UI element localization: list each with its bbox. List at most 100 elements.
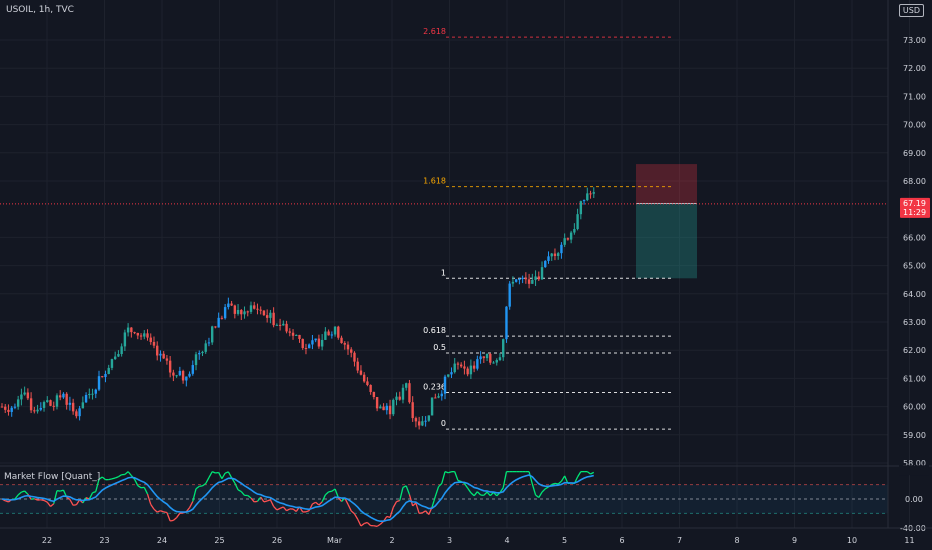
candle-body — [59, 395, 62, 398]
candle-body — [207, 342, 211, 344]
candle-body — [269, 312, 272, 318]
candle-body — [120, 346, 123, 355]
fast-flow-segment — [276, 507, 281, 511]
fast-flow-segment — [101, 476, 106, 481]
price-tick-label: 62.00 — [903, 346, 926, 355]
candle-body — [201, 351, 204, 354]
candle-body — [320, 339, 324, 347]
candle-body — [440, 393, 443, 397]
price-tick-label: 68.00 — [903, 177, 926, 186]
fast-flow-segment — [273, 505, 278, 511]
candle-body — [236, 310, 240, 314]
candle-body — [362, 374, 366, 382]
candle-body — [317, 338, 321, 347]
symbol-timeframe: 1h — [38, 5, 51, 15]
fast-flow-segment — [577, 471, 582, 478]
fast-flow-segment — [237, 489, 242, 493]
fib-level-label: 0.5 — [433, 343, 446, 352]
fast-flow-segment — [544, 486, 549, 490]
price-tick-label: 60.00 — [903, 403, 926, 412]
candle-body — [26, 392, 30, 399]
fast-flow-segment — [234, 482, 239, 491]
candle-body — [198, 353, 201, 355]
candle-body — [356, 361, 359, 371]
candle-body — [527, 279, 531, 284]
time-tick-label: 25 — [214, 536, 224, 545]
fast-flow-segment — [454, 471, 459, 481]
fast-flow-segment — [250, 497, 255, 503]
candle-body — [450, 372, 453, 375]
candle-body — [553, 253, 557, 256]
candle-body — [586, 193, 589, 201]
candle-body — [327, 331, 330, 336]
fibonacci-extension[interactable]: 2.618 1.618 1 0.618 0.5 0.236 0 — [423, 27, 672, 430]
candle-body — [36, 409, 39, 412]
candle-body — [388, 405, 392, 415]
candle-body — [592, 192, 595, 194]
candle-body — [560, 244, 563, 254]
fast-flow-segment — [321, 494, 326, 503]
symbol-header[interactable]: USOIL, 1h, TVC — [6, 5, 74, 15]
currency-label[interactable]: USD — [898, 4, 924, 17]
candle-body — [485, 353, 489, 359]
candle-body — [204, 343, 207, 352]
fast-flow-segment — [163, 511, 168, 514]
fast-flow-segment — [111, 477, 116, 480]
fast-flow-segment — [337, 497, 343, 502]
fast-flow-segment — [441, 471, 446, 484]
candle-body — [582, 200, 586, 202]
candle-body — [143, 333, 146, 337]
fast-flow-segment — [211, 471, 216, 474]
stop-loss-zone — [636, 164, 697, 204]
candle-body — [4, 406, 7, 410]
fast-flow-segment — [324, 491, 330, 496]
price-tick-label: 70.00 — [903, 121, 926, 130]
candle-body — [556, 253, 560, 256]
candle-body — [188, 373, 191, 377]
price-tick-label: 66.00 — [903, 233, 926, 242]
candle-body — [55, 395, 59, 407]
fast-flow-segment — [502, 471, 508, 488]
fast-flow-segment — [66, 496, 71, 500]
candle-body — [308, 344, 311, 349]
fast-flow-segment — [166, 512, 171, 522]
candle-body — [330, 334, 334, 336]
fast-flow-segment — [376, 523, 381, 527]
candle-body — [133, 332, 136, 334]
short-position-tool[interactable] — [636, 164, 697, 279]
fast-flow-segment — [425, 510, 430, 515]
candle-body — [223, 307, 227, 319]
candle-body — [314, 338, 317, 341]
candle-body — [579, 201, 583, 215]
fast-flow-segment — [30, 498, 35, 500]
oscillator-tick-label: 0.00 — [905, 495, 923, 504]
fast-flow-segment — [412, 502, 417, 507]
candle-body — [65, 393, 68, 405]
candle-body — [243, 311, 246, 315]
fast-flow-segment — [156, 510, 161, 513]
fast-flow-segment — [34, 498, 38, 501]
fast-flow-segment — [415, 502, 420, 514]
candle-body — [544, 260, 547, 268]
candle-body — [227, 303, 230, 308]
candle-body — [498, 357, 502, 360]
fast-flow-segment — [438, 482, 443, 488]
candle-body — [246, 311, 249, 313]
fast-flow-segment — [315, 501, 320, 506]
price-tick-label: 71.00 — [903, 92, 926, 101]
last-price-label: 67.19 — [903, 199, 926, 208]
time-tick-label: Mar — [327, 536, 343, 545]
candle-body — [414, 418, 418, 422]
fast-flow-segment — [98, 476, 103, 480]
fast-flow-segment — [386, 515, 391, 519]
fast-flow-segment — [69, 499, 74, 506]
fast-flow-segment — [347, 504, 352, 512]
candle-body — [566, 238, 570, 240]
indicator-title[interactable]: Market Flow [Quant_] — [4, 472, 101, 482]
fast-flow-segment — [21, 490, 25, 493]
fast-flow-segment — [256, 496, 262, 502]
candle-body — [16, 399, 20, 407]
fast-flow-segment — [137, 485, 142, 489]
